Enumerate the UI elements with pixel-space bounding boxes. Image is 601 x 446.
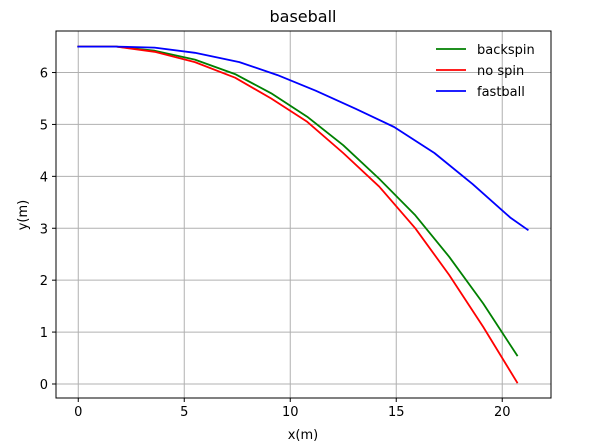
x-tick-label: 15 <box>388 405 405 420</box>
y-tick-label: 1 <box>40 326 48 341</box>
legend-label: no spin <box>477 64 524 79</box>
x-tick-label: 0 <box>74 405 82 420</box>
y-tick-label: 5 <box>40 118 48 133</box>
legend: backspin no spin fastball <box>436 43 535 100</box>
x-tick-label: 5 <box>180 405 188 420</box>
y-tick-label: 6 <box>40 67 48 82</box>
plot-frame <box>55 30 552 399</box>
x-axis: 0 5 10 15 20 <box>74 398 511 420</box>
y-tick-label: 4 <box>40 170 48 185</box>
series-line-backspin <box>77 45 519 357</box>
series-line-no-spin <box>77 45 519 384</box>
x-tick-label: 10 <box>282 405 299 420</box>
y-axis: 0 1 2 3 4 5 6 <box>40 67 56 393</box>
x-tick-label: 20 <box>494 405 511 420</box>
y-tick-label: 0 <box>40 378 48 393</box>
x-axis-label: x(m) <box>288 428 319 443</box>
chart-title: baseball <box>270 7 337 26</box>
legend-label: backspin <box>477 43 535 58</box>
y-axis-label: y(m) <box>16 200 31 231</box>
series-lines <box>77 45 529 384</box>
series-line-fastball <box>77 45 529 232</box>
y-tick-label: 2 <box>40 274 48 289</box>
legend-label: fastball <box>477 85 525 100</box>
grid <box>56 31 551 398</box>
y-tick-label: 3 <box>40 222 48 237</box>
